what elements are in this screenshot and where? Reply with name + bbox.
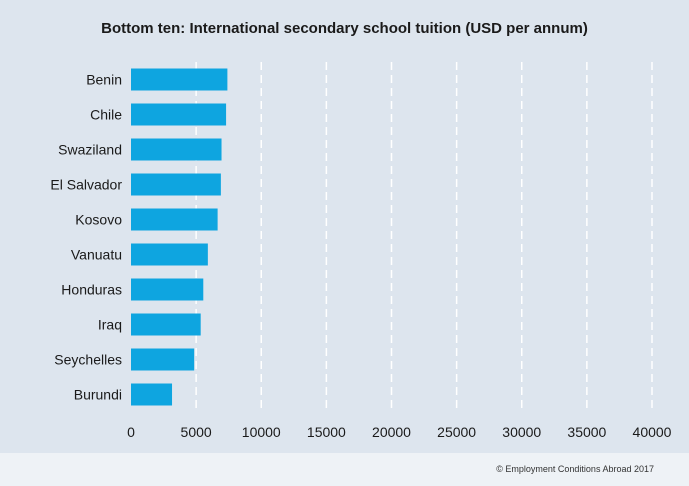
footer: © Employment Conditions Abroad 2017 [0, 453, 689, 486]
bar-burundi [131, 383, 173, 406]
bar-swaziland [131, 138, 222, 161]
category-label: Benin [86, 72, 122, 88]
bar-seychelles [131, 348, 195, 371]
bar-kosovo [131, 208, 218, 231]
x-tick-label: 5000 [181, 424, 212, 440]
category-label: Honduras [61, 282, 122, 298]
category-label: Swaziland [58, 142, 122, 158]
category-label: Iraq [98, 317, 122, 333]
category-label: El Salvador [50, 177, 122, 193]
x-tick-label: 30000 [502, 424, 541, 440]
x-tick-label: 20000 [372, 424, 411, 440]
bar-honduras [131, 278, 204, 301]
x-tick-label: 15000 [307, 424, 346, 440]
x-tick-label: 0 [127, 424, 135, 440]
x-tick-label: 25000 [437, 424, 476, 440]
bars [131, 68, 228, 406]
category-label: Seychelles [54, 352, 122, 368]
bar-benin [131, 68, 228, 91]
x-tick-label: 35000 [567, 424, 606, 440]
bar-chile [131, 103, 227, 126]
category-label: Chile [90, 107, 122, 123]
category-labels: Benin Chile Swaziland El Salvador Kosovo Vanu… [50, 72, 122, 403]
category-label: Kosovo [75, 212, 122, 228]
category-label: Vanuatu [71, 247, 122, 263]
x-tick-label: 40000 [633, 424, 672, 440]
chart-title: Bottom ten: International secondary scho… [101, 20, 588, 37]
gridlines [195, 62, 653, 412]
copyright-credit: © Employment Conditions Abroad 2017 [496, 464, 654, 474]
x-tick-labels: 0 5000 10000 15000 20000 25000 30000 35000 40000 [127, 424, 672, 440]
bar-el-salvador [131, 173, 221, 196]
category-label: Burundi [74, 387, 122, 403]
bar-iraq [131, 313, 201, 336]
bar-vanuatu [131, 243, 208, 266]
bar-chart: Benin Chile Swaziland El Salvador Kosovo Vanu… [50, 62, 672, 440]
x-tick-label: 10000 [242, 424, 281, 440]
